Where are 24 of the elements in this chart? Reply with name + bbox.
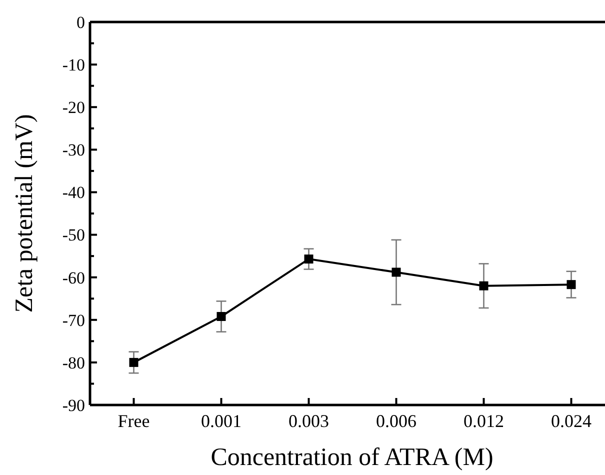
y-tick-label: -10 <box>62 56 85 75</box>
point <box>216 312 226 321</box>
point <box>479 281 488 290</box>
x-tick-label: 0.003 <box>288 411 329 431</box>
y-tick-label: -80 <box>62 353 85 372</box>
y-axis-title: Zeta potential (mV) <box>11 114 38 313</box>
y-tick-label: -70 <box>62 310 85 330</box>
x-tick-label: 0.006 <box>376 411 416 431</box>
point <box>566 280 576 290</box>
y-tick-label: -50 <box>62 226 85 245</box>
y-tick-label: 0 <box>76 12 85 32</box>
point <box>392 268 401 277</box>
point <box>304 254 314 264</box>
y-tick-label: -60 <box>62 268 85 288</box>
point <box>129 358 138 367</box>
x-tick-label: 0.024 <box>551 411 592 431</box>
y-tick-label: -30 <box>62 140 85 160</box>
y-tick-label: -40 <box>62 183 85 202</box>
x-tick-label: 0.012 <box>464 411 504 431</box>
x-tick-label: 0.001 <box>201 411 242 431</box>
x-axis-title: Concentration of ATRA (M) <box>210 444 494 471</box>
y-tick-label: -90 <box>62 396 85 415</box>
y-tick-label: -20 <box>62 98 85 118</box>
x-tick-label: Free <box>118 411 150 431</box>
